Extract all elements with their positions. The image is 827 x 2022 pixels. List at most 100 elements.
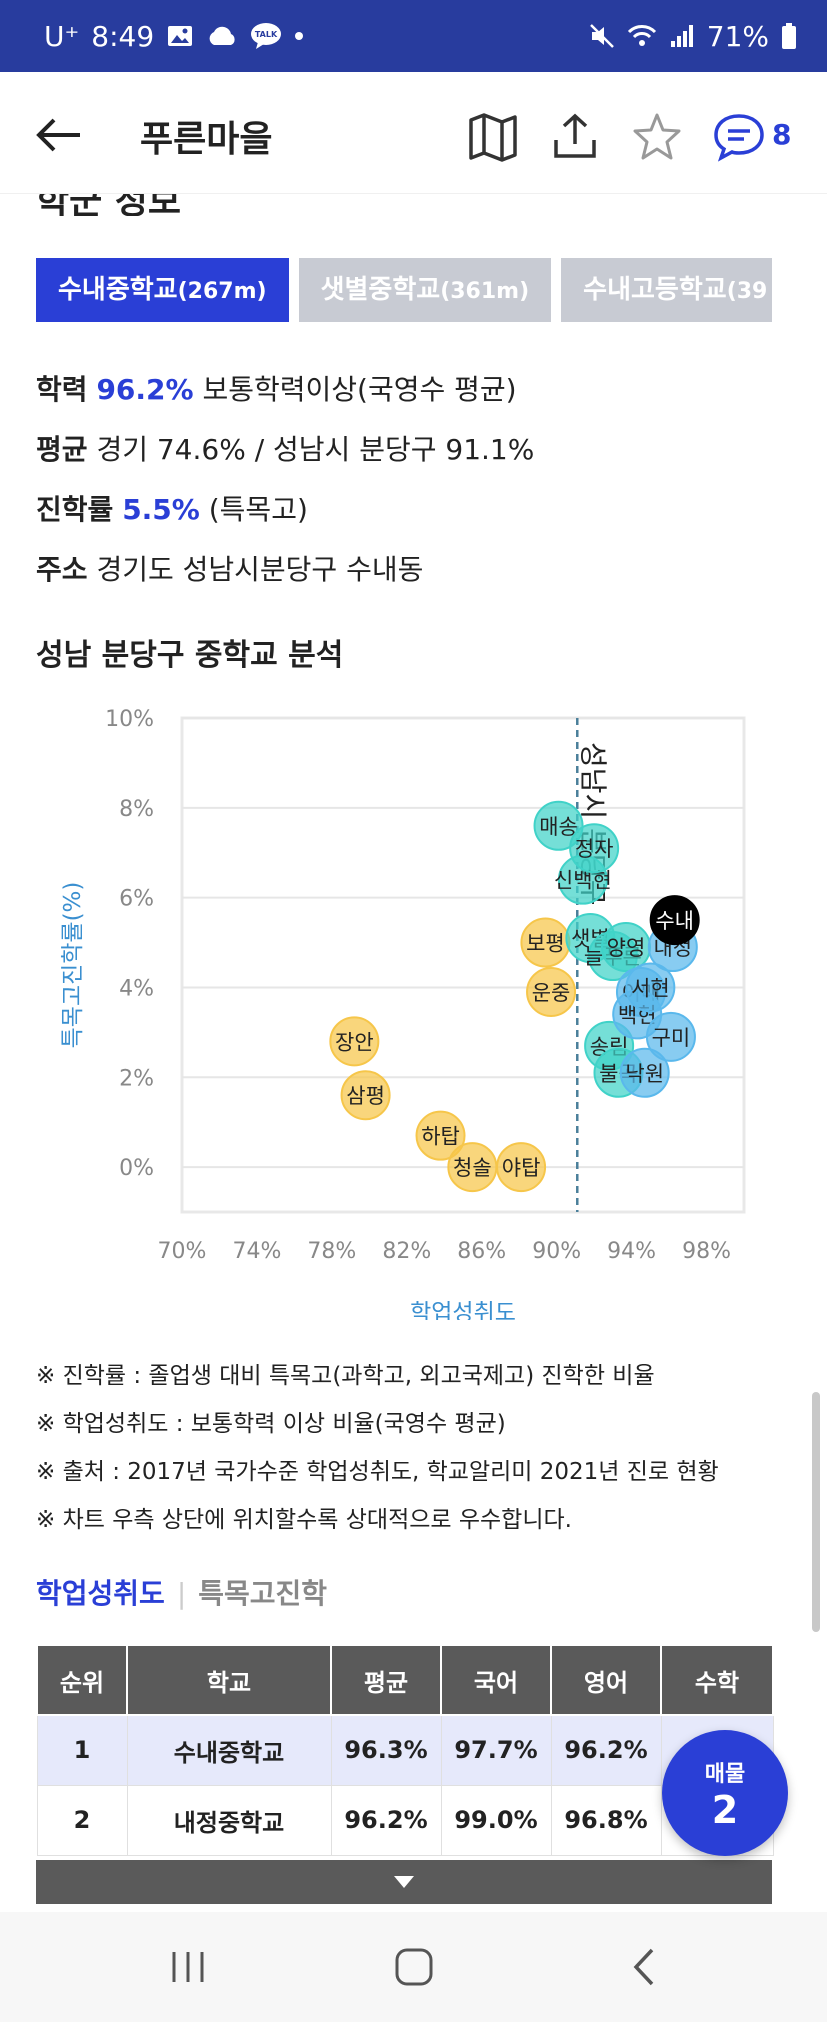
advance-rate-row: 진학률 5.5% (특목고) xyxy=(36,493,308,526)
signal-icon xyxy=(670,25,693,47)
time-label: 8:49 xyxy=(91,19,155,53)
cloud-icon xyxy=(209,26,235,45)
note-1: ※ 진학률 : 졸업생 대비 특목고(과학고, 외고국제고) 진학한 비율 xyxy=(36,1363,655,1389)
x-tick-label: 74% xyxy=(232,1239,281,1264)
point-서현 xyxy=(625,962,676,1013)
map-icon[interactable] xyxy=(466,110,520,164)
point-구미 xyxy=(645,1011,696,1062)
cell-english: 96.2% xyxy=(550,1714,662,1786)
scrollbar[interactable] xyxy=(812,1392,820,1632)
y-tick-label: 8% xyxy=(119,797,154,822)
tab-school-2[interactable]: 샛별중학교(361m) xyxy=(298,258,552,322)
achievement-row: 학력 96.2% 보통학력이상(국영수 평균) xyxy=(36,373,517,406)
point-label: 양영 xyxy=(607,936,646,960)
x-tick-label: 82% xyxy=(382,1239,431,1264)
header-english: 영어 xyxy=(550,1644,662,1716)
home-icon[interactable] xyxy=(384,1942,444,1992)
point-label: 하탑 xyxy=(421,1125,460,1149)
point-label: 매송 xyxy=(539,815,578,839)
svg-text:TALK: TALK xyxy=(255,30,278,39)
dot-icon xyxy=(295,32,304,40)
subtab-achievement[interactable]: 학업성취도 xyxy=(36,1577,165,1610)
header-korean: 국어 xyxy=(440,1644,552,1716)
talk-icon: TALK xyxy=(251,23,282,49)
subtab-divider: | xyxy=(176,1577,187,1610)
triangle-down-icon xyxy=(394,1876,414,1888)
cell-school: 내정중학교 xyxy=(126,1784,332,1856)
cell-korean: 97.7% xyxy=(440,1714,552,1786)
comment-count[interactable]: 8 xyxy=(772,118,792,151)
y-tick-label: 2% xyxy=(119,1066,154,1091)
system-nav-bar xyxy=(0,1912,827,2022)
x-tick-label: 90% xyxy=(532,1239,581,1264)
page-title: 푸른마을 xyxy=(140,119,273,160)
point-label: 낙원 xyxy=(625,1062,664,1086)
back-nav-icon[interactable] xyxy=(616,1942,676,1992)
cell-korean: 99.0% xyxy=(440,1784,552,1856)
point-정자 xyxy=(569,823,620,874)
cell-school: 수내중학교 xyxy=(126,1714,332,1786)
ranking-subtabs: 학업성취도 | 특목고진학 xyxy=(36,1572,327,1612)
recent-apps-icon[interactable] xyxy=(158,1942,218,1992)
tab-school-3[interactable]: 수내고등학교(39 xyxy=(561,258,772,322)
y-tick-label: 10% xyxy=(105,707,154,732)
point-label: 서현 xyxy=(631,976,670,1000)
tab-school-1[interactable]: 수내중학교(267m) xyxy=(36,258,289,322)
cell-average: 96.2% xyxy=(330,1784,442,1856)
point-label: 정자 xyxy=(575,837,614,861)
point-label: 구미 xyxy=(652,1026,691,1050)
point-label: 신백현 xyxy=(554,869,612,893)
section-title: 학군 정보 xyxy=(36,194,182,216)
header-rank: 순위 xyxy=(36,1644,128,1716)
share-icon[interactable] xyxy=(548,110,602,164)
point-야탑 xyxy=(496,1142,547,1193)
point-낙원 xyxy=(619,1047,670,1098)
carrier-label: U⁺ xyxy=(44,19,80,53)
school-scatter-chart: 0%2%4%6%8%10%70%74%78%82%86%90%94%98%성남시… xyxy=(60,707,746,1320)
battery-label: 71% xyxy=(706,19,769,53)
x-tick-label: 98% xyxy=(682,1239,731,1264)
school-tabs: 수내중학교(267m) 샛별중학교(361m) 수내고등학교(39 xyxy=(36,258,772,322)
y-tick-label: 0% xyxy=(119,1156,154,1181)
point-수내 xyxy=(649,895,700,946)
subtab-special-high[interactable]: 특목고진학 xyxy=(198,1577,328,1610)
battery-icon xyxy=(782,23,796,49)
x-axis-title: 학업성취도 xyxy=(410,1300,516,1320)
wifi-icon xyxy=(627,25,656,46)
point-label: 수내 xyxy=(655,909,694,933)
comment-icon[interactable] xyxy=(712,110,766,164)
point-운중 xyxy=(526,966,577,1017)
app-bar: 푸른마을 8 xyxy=(0,72,827,194)
note-2: ※ 학업성취도 : 보통학력 이상 비율(국영수 평균) xyxy=(36,1411,506,1437)
point-label: 야탑 xyxy=(502,1156,541,1180)
average-row: 평균 경기 74.6% / 성남시 분당구 91.1% xyxy=(36,433,535,466)
analysis-title: 성남 분당구 중학교 분석 xyxy=(36,638,344,673)
y-tick-label: 6% xyxy=(119,887,154,912)
address-row: 주소 경기도 성남시분당구 수내동 xyxy=(36,553,424,586)
cell-average: 96.3% xyxy=(330,1714,442,1786)
star-icon[interactable] xyxy=(630,110,684,164)
x-tick-label: 70% xyxy=(158,1239,207,1264)
status-bar: U⁺ 8:49 TALK 71% xyxy=(0,0,827,72)
header-average: 평균 xyxy=(330,1644,442,1716)
y-axis-title: 특목고진학률(%) xyxy=(60,882,86,1049)
expand-table-button[interactable] xyxy=(36,1860,772,1904)
header-math: 수학 xyxy=(660,1644,774,1716)
y-tick-label: 4% xyxy=(119,976,154,1001)
note-4: ※ 차트 우측 상단에 위치할수록 상대적으로 우수합니다. xyxy=(36,1507,572,1533)
x-tick-label: 78% xyxy=(307,1239,356,1264)
point-label: 삼평 xyxy=(346,1084,385,1108)
point-label: 청솔 xyxy=(453,1156,492,1180)
point-label: 운중 xyxy=(532,981,571,1005)
listings-fab[interactable]: 매물 2 xyxy=(662,1730,788,1856)
table-header-row: 순위 학교 평균 국어 영어 수학 xyxy=(36,1644,774,1716)
point-삼평 xyxy=(340,1070,391,1121)
fab-label: 매물 xyxy=(704,1762,746,1787)
header-school: 학교 xyxy=(126,1644,332,1716)
fab-count: 2 xyxy=(711,1788,739,1832)
table-row[interactable]: 1 수내중학교 96.3% 97.7% 96.2% xyxy=(36,1714,774,1786)
back-arrow-icon[interactable] xyxy=(34,110,84,160)
point-label: 보평 xyxy=(526,932,565,956)
point-장안 xyxy=(329,1016,380,1067)
cell-rank: 2 xyxy=(36,1784,128,1856)
